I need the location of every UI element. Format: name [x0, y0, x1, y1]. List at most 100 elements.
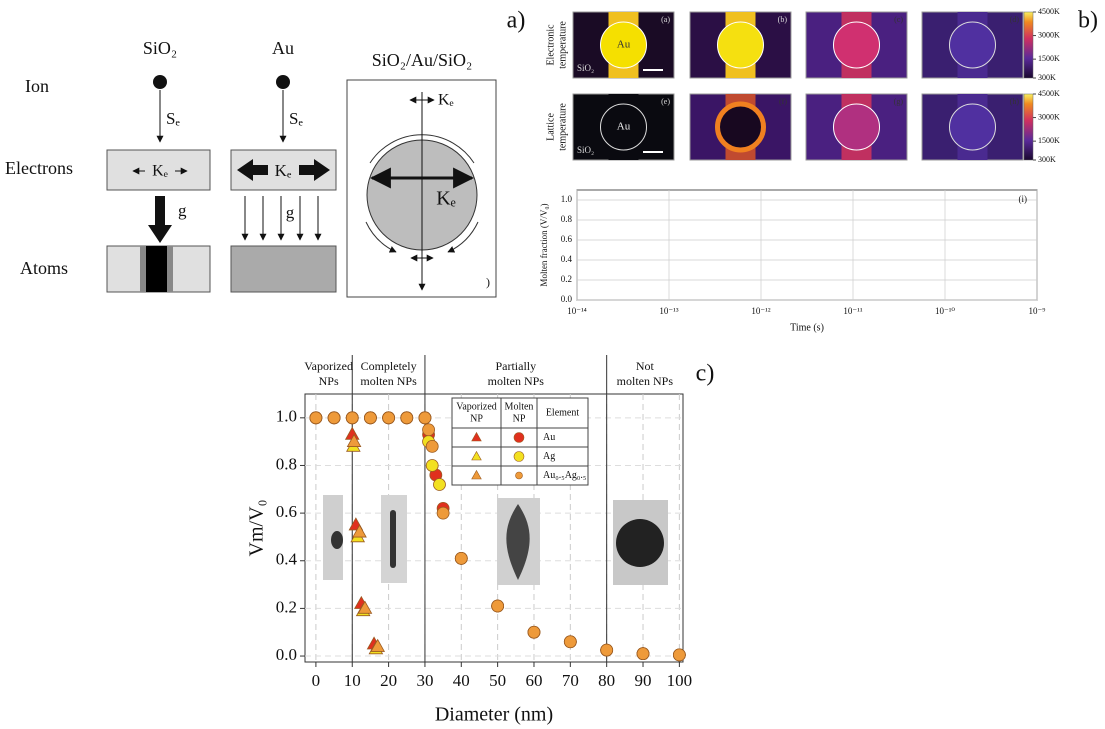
row-label: Electronic: [545, 24, 556, 66]
y-tick-label: 0.2: [561, 274, 572, 284]
molten-point: [491, 599, 505, 613]
x-tick-label: 10⁻¹⁴: [567, 306, 587, 316]
panel-label: a): [507, 8, 526, 34]
x-tick-label: 60: [525, 671, 542, 690]
region-label: Not: [636, 359, 655, 373]
corner-mark: ): [486, 275, 490, 289]
molten-point: [418, 411, 432, 425]
molten-point: [309, 411, 323, 425]
map-particle: [717, 21, 764, 69]
region-label: molten NPs: [617, 374, 674, 388]
row-label: Lattice: [545, 113, 556, 141]
colorbar-tick-label: 300K: [1038, 155, 1056, 164]
molten-point: [400, 411, 414, 425]
legend-label: Au: [543, 432, 555, 443]
conduction-label: Kₑ: [438, 92, 454, 109]
legend-header: NP: [470, 413, 483, 424]
map-particle: [949, 103, 996, 151]
y-axis-label: Molten fraction (V/V₀): [539, 203, 549, 286]
map-particle: [600, 103, 647, 151]
colorbar-tick-label: 300K: [1038, 73, 1056, 82]
molten-point: [563, 635, 577, 649]
y-tick-label: 0.8: [276, 454, 297, 473]
stopping-label: Sₑ: [166, 109, 180, 128]
x-tick-label: 10⁻⁹: [1029, 306, 1046, 316]
legend-header: Molten: [505, 401, 534, 412]
coupling-label: g: [178, 201, 187, 220]
legend-marker: [513, 451, 525, 462]
coupling-label: g: [286, 203, 295, 222]
ion: [276, 75, 290, 89]
y-tick-label: 0.0: [276, 645, 297, 664]
molten-point: [600, 643, 614, 657]
map-tag: (c): [894, 15, 903, 24]
molten-point: [422, 423, 435, 437]
material-label: SiO₂: [577, 145, 594, 155]
x-tick-label: 70: [562, 671, 579, 690]
region-label: molten NPs: [360, 374, 417, 388]
map-tag: (a): [661, 15, 670, 24]
x-tick-label: 80: [598, 671, 615, 690]
molten-point: [425, 459, 439, 472]
colorbar-tick-label: 1500K: [1038, 136, 1060, 145]
x-tick-label: 40: [453, 671, 470, 690]
colorbar: [1023, 93, 1034, 161]
x-tick-label: 10: [344, 671, 361, 690]
conduction-label: Kₑ: [275, 161, 292, 180]
legend-marker: [515, 471, 523, 480]
material-label: SiO₂: [577, 63, 594, 73]
material-label: Au: [617, 39, 631, 51]
map-particle: [600, 21, 647, 69]
molten-point: [327, 411, 341, 425]
conduction-label: Kₑ: [152, 163, 168, 180]
x-tick-label: 10⁻¹⁰: [935, 306, 955, 316]
molten-point: [433, 478, 446, 491]
molten-point: [527, 625, 541, 639]
region-label: NPs: [319, 374, 339, 388]
x-axis-label: Diameter (nm): [435, 704, 553, 726]
region-label: molten NPs: [488, 374, 545, 388]
molten-point: [672, 648, 686, 662]
y-tick-label: 1.0: [561, 194, 573, 204]
tem-particle: [331, 531, 343, 549]
legend-label: Ag: [543, 451, 555, 462]
legend-marker: [513, 432, 525, 443]
x-tick-label: 90: [635, 671, 652, 690]
column-header: SiO₂: [143, 38, 177, 58]
region-label: Completely: [361, 359, 417, 373]
y-tick-label: 0.2: [276, 597, 297, 616]
molten-point: [382, 411, 395, 425]
coupling-arrow: [148, 196, 172, 243]
conduction-arrow: [299, 159, 330, 181]
map-tag: (d): [1010, 15, 1020, 24]
molten-point: [364, 411, 377, 425]
x-axis-label: Time (s): [790, 322, 824, 333]
y-axis-label: Vm/V₀: [246, 499, 268, 556]
colorbar-tick-label: 3000K: [1038, 30, 1060, 39]
colorbar-tick-label: 4500K: [1038, 7, 1060, 16]
x-tick-label: 10⁻¹²: [751, 306, 770, 316]
molten-point: [454, 551, 468, 565]
colorbar-tick-label: 3000K: [1038, 112, 1060, 121]
vaporized-point: [370, 638, 386, 652]
column-header: SiO₂/Au/SiO₂: [372, 50, 473, 70]
y-tick-label: 0.6: [561, 234, 573, 244]
track-core: [146, 246, 167, 292]
atom-box: [230, 245, 337, 293]
y-tick-label: 0.8: [561, 214, 573, 224]
region-label: Vaporized: [304, 359, 353, 373]
conduction-label: Kₑ: [436, 188, 456, 210]
x-tick-label: 0: [312, 671, 321, 690]
panel-tag: (i): [1019, 194, 1028, 204]
x-tick-label: 100: [667, 671, 693, 690]
legend-marker: [471, 450, 482, 461]
legend-marker: [471, 469, 482, 480]
ion: [153, 75, 167, 89]
legend-header: NP: [513, 413, 526, 424]
row-label: Atoms: [20, 258, 68, 278]
column-header: Au: [272, 38, 294, 58]
tem-particle: [506, 504, 530, 580]
x-tick-label: 50: [489, 671, 506, 690]
colorbar-tick-label: 4500K: [1038, 89, 1060, 98]
